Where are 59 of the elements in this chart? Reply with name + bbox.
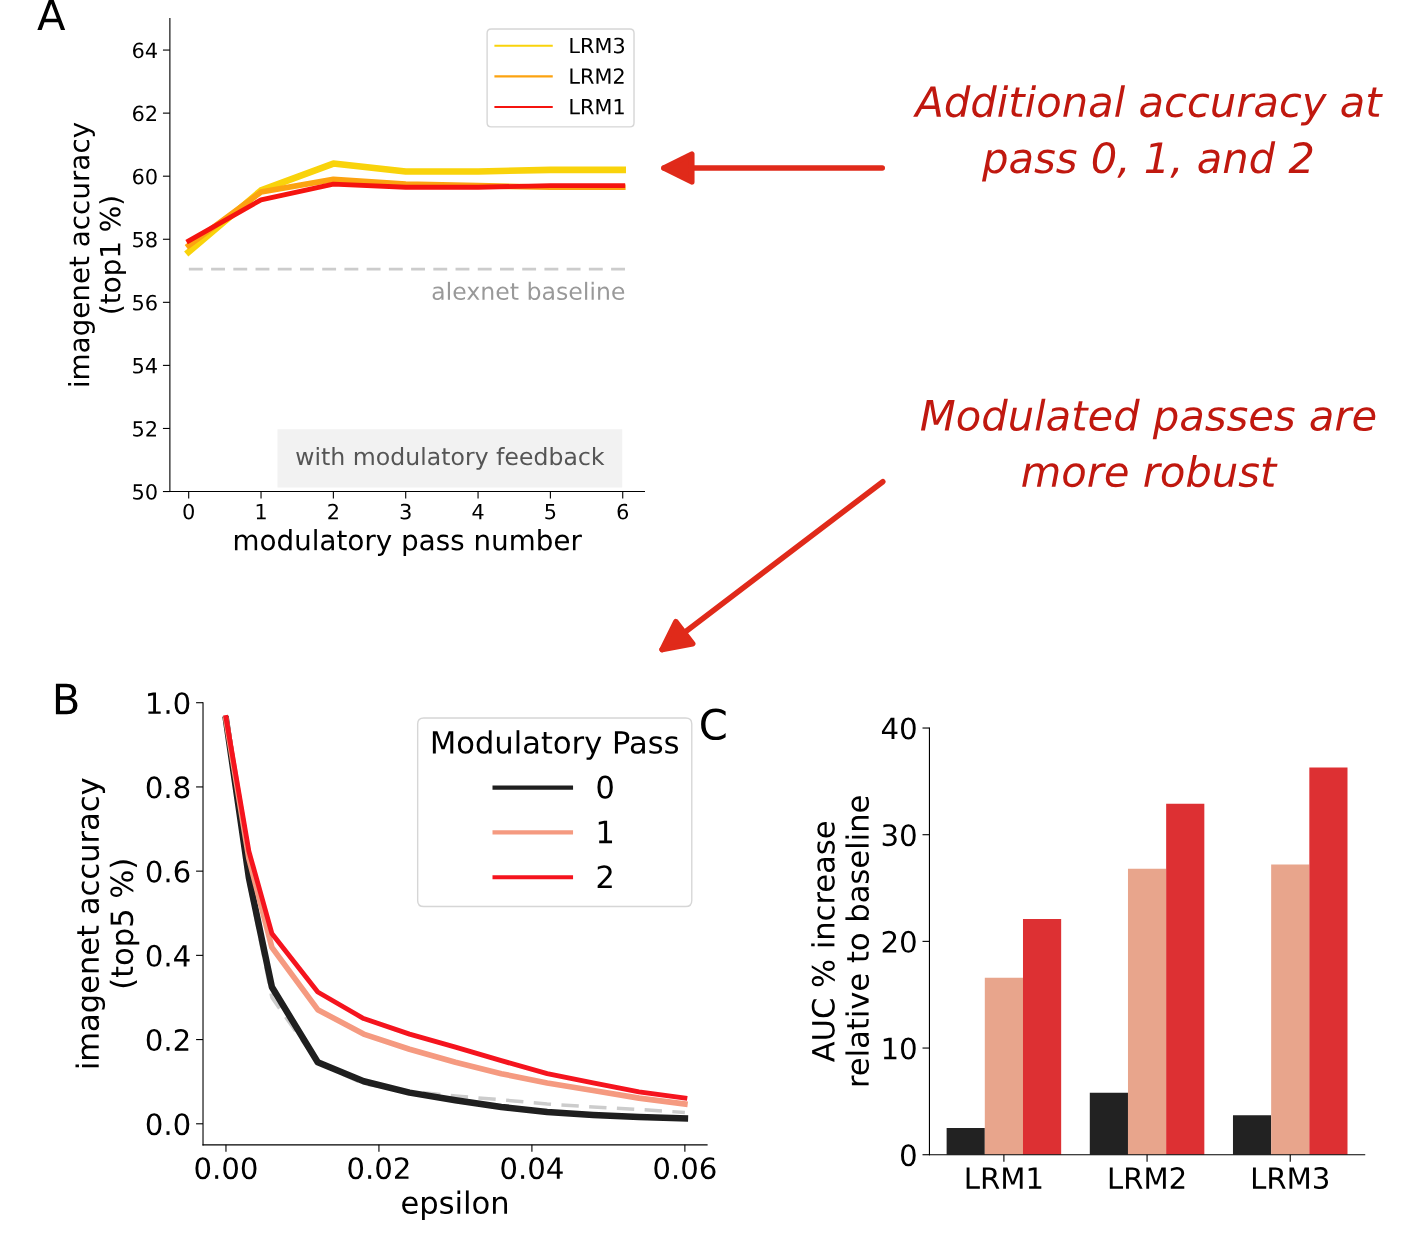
x-tick-label: 0.00 (195, 1157, 257, 1180)
y-axis-title: AUC % increase relative to baseline (811, 796, 870, 1086)
bar (1271, 864, 1310, 1155)
x-tick-label: 6 (617, 503, 629, 520)
bar (1127, 868, 1167, 1155)
annotation: with modulatory feedback (296, 446, 605, 470)
y-tick-label: 0.4 (146, 944, 190, 967)
chart-title: C (701, 708, 726, 741)
y-tick-label: 0.8 (146, 776, 190, 799)
legend-label: 2 (597, 865, 612, 888)
y-tick-label: 10 (883, 1037, 916, 1060)
bar (984, 977, 1023, 1155)
legend-label: 0 (597, 775, 613, 799)
bar (1166, 803, 1205, 1155)
y-tick-label: 64 (133, 42, 157, 59)
x-tick-label: LRM1 (966, 1167, 1042, 1189)
y-tick-label: 0.0 (146, 1113, 190, 1136)
y-tick-label: 1.0 (148, 692, 190, 715)
text: Additional accuracy at pass 0, 1, and 2 (913, 85, 1383, 182)
bar (1309, 767, 1348, 1155)
x-tick-label: 4 (472, 503, 484, 520)
legend-title: Modulatory Pass (432, 730, 679, 760)
y-tick-label: 54 (133, 358, 157, 374)
y-tick-label: 56 (133, 294, 157, 311)
y-tick-label: 30 (882, 824, 916, 847)
y-tick-label: 20 (882, 930, 916, 953)
bar (1089, 1092, 1128, 1155)
x-tick-label: LRM2 (1109, 1167, 1185, 1189)
y-tick-label: 62 (133, 105, 156, 122)
legend-label: LRM3 (570, 37, 625, 54)
y-tick-label: 58 (133, 231, 157, 248)
legend-label: LRM1 (570, 99, 624, 115)
x-tick-label: LRM3 (1252, 1167, 1329, 1190)
x-tick-label: 0.06 (654, 1157, 716, 1180)
bar (1022, 918, 1062, 1155)
x-tick-label: 2 (328, 503, 338, 520)
y-tick-label: 60 (133, 168, 157, 185)
y-tick-label: 0.2 (146, 1029, 189, 1052)
y-axis-title: imagenet accuracy (top5 %) (75, 778, 140, 1068)
x-tick-label: 1 (256, 503, 266, 520)
x-axis-title: epsilon (402, 1190, 508, 1221)
x-tick-label: 0.02 (348, 1157, 409, 1180)
y-tick-label: 0.6 (146, 860, 190, 883)
y-tick-label: 40 (881, 717, 916, 740)
text: Modulated passes are more robust (920, 398, 1376, 488)
ref-line-label: alexnet baseline (432, 281, 625, 301)
chart-title: B (55, 683, 78, 715)
y-tick-label: 52 (133, 420, 156, 437)
x-tick-label: 3 (400, 503, 411, 520)
bar (946, 1128, 985, 1155)
y-axis-title: imagenet accuracy (top1 %) (68, 122, 127, 386)
bar (1232, 1115, 1272, 1155)
x-tick-label: 5 (545, 503, 556, 520)
legend-label: 1 (598, 820, 613, 844)
x-tick-label: 0.04 (501, 1157, 563, 1180)
legend-label: LRM2 (570, 68, 624, 84)
x-axis-title: modulatory pass number (234, 529, 582, 556)
y-tick-label: 50 (133, 483, 157, 500)
chart-title: A (37, 0, 66, 31)
